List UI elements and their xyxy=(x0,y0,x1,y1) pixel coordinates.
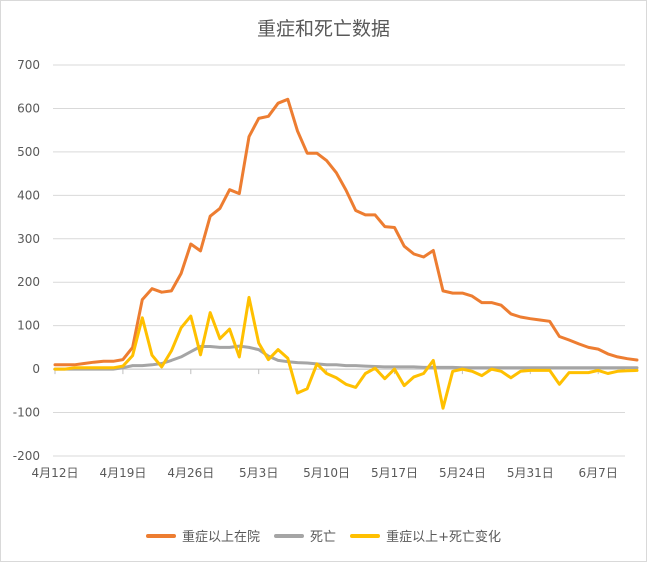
legend-label-severe: 重症以上在院 xyxy=(182,530,261,545)
y-tick-label: 400 xyxy=(17,188,40,202)
x-tick-label: 4月19日 xyxy=(99,466,146,480)
y-tick-label: 300 xyxy=(17,232,40,246)
legend-swatch-change xyxy=(350,533,381,538)
x-tick-label: 5月10日 xyxy=(303,466,350,480)
x-tick-label: 4月12日 xyxy=(32,466,79,480)
x-tick-label: 4月26日 xyxy=(167,466,214,480)
legend-swatch-death xyxy=(274,533,305,538)
legend-item-change: 重症以上+死亡变化 xyxy=(350,526,501,545)
y-tick-label: 600 xyxy=(17,101,40,115)
y-tick-label: 100 xyxy=(17,319,40,333)
y-tick-label: 500 xyxy=(17,145,40,159)
x-tick-label: 6月7日 xyxy=(579,466,618,480)
y-tick-label: 700 xyxy=(17,58,40,72)
y-tick-label: 0 xyxy=(32,362,40,376)
y-tick-label: -200 xyxy=(13,449,40,463)
chart-title: 重症和死亡数据 xyxy=(256,18,390,40)
legend-item-death: 死亡 xyxy=(274,526,336,545)
x-axis: 4月12日 4月19日 4月26日 5月3日 5月10日 5月17日 5月24日 5月31日 6… xyxy=(32,368,625,480)
x-tick-label: 5月31日 xyxy=(507,466,554,480)
x-tick-label: 5月3日 xyxy=(239,466,278,480)
series-line-death xyxy=(53,344,639,371)
legend-label-death: 死亡 xyxy=(310,530,337,545)
legend-label-change: 重症以上+死亡变化 xyxy=(386,530,501,545)
y-tick-label: 200 xyxy=(17,275,40,289)
series-line-change xyxy=(53,295,639,410)
legend: 重症以上在院 死亡 重症以上+死亡变化 xyxy=(0,526,647,545)
y-tick-label: -100 xyxy=(13,406,40,420)
x-tick-label: 5月24日 xyxy=(439,466,486,480)
legend-swatch-severe xyxy=(146,533,177,538)
x-tick-label: 5月17日 xyxy=(371,466,418,480)
series-line-severe xyxy=(53,97,639,367)
gridlines xyxy=(53,64,625,457)
series-lines xyxy=(53,97,639,410)
y-axis-ticks: -200 -100 0 100 200 300 400 500 600 700 xyxy=(13,58,40,463)
legend-item-severe: 重症以上在院 xyxy=(146,526,260,545)
